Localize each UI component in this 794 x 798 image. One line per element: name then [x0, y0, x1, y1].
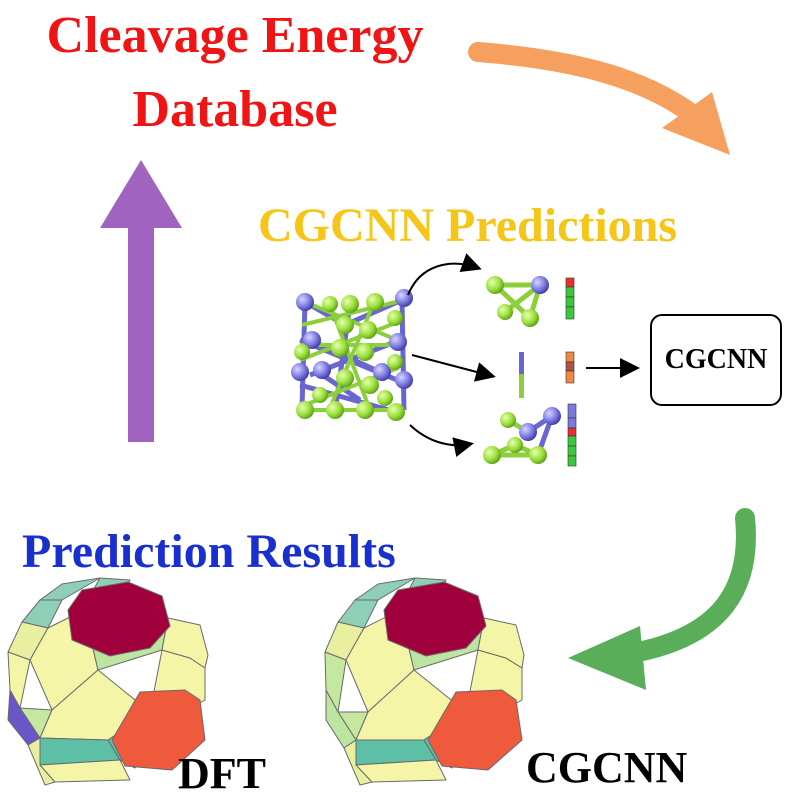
graph-fragment-top: [486, 276, 549, 327]
purple-flow-arrow: [100, 160, 182, 442]
dft-label: DFT: [178, 749, 266, 798]
feature-vector-top: [565, 277, 575, 320]
cgcnn-model-label: CGCNN: [664, 344, 768, 375]
crystal-structure: [291, 289, 413, 421]
feature-vector-bottom: [567, 403, 577, 467]
predictions-title: CGCNN Predictions: [258, 199, 678, 252]
database-title-line2: Database: [132, 81, 338, 138]
cgcnn-result-label: CGCNN: [526, 743, 688, 792]
wulff-shape-dft: [7, 577, 209, 786]
cgcnn-model-box: CGCNN: [650, 314, 782, 406]
feature-vector-middle: [565, 351, 575, 384]
wulff-shape-cgcnn: [324, 577, 525, 786]
graph-fragment-middle: [519, 352, 524, 398]
database-title-line1: Cleavage Energy: [46, 7, 424, 64]
green-flow-arrow: [568, 508, 756, 690]
results-title: Prediction Results: [22, 525, 396, 578]
graph-split-arrows: [407, 253, 640, 457]
graph-fragment-bottom: [483, 407, 561, 464]
orange-flow-arrow: [468, 42, 730, 155]
